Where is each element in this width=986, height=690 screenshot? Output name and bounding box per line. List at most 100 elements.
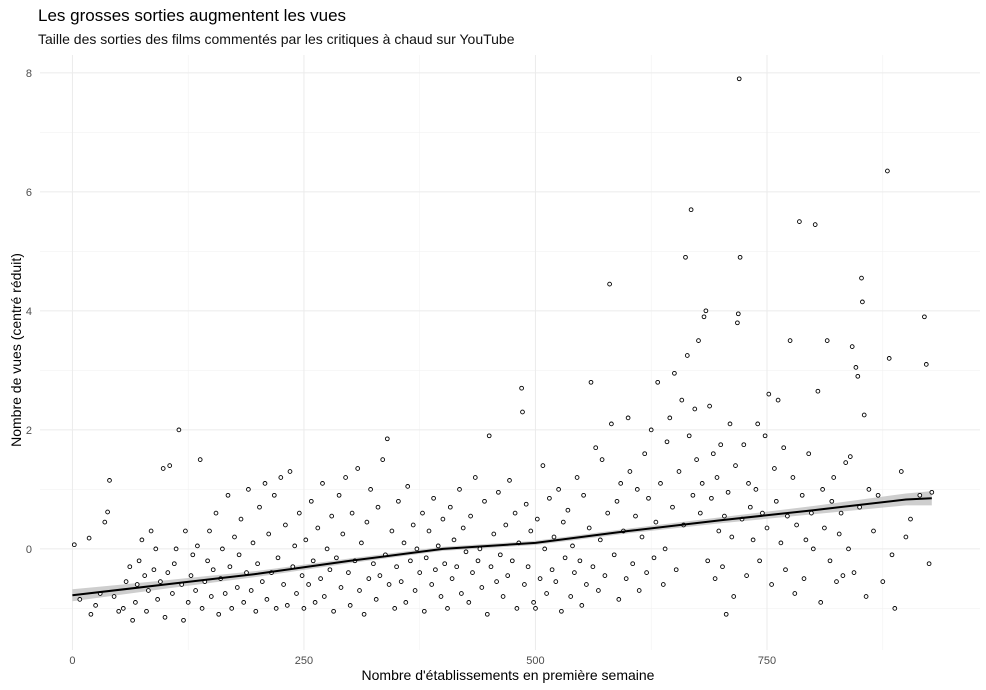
data-point: [599, 457, 605, 462]
data-point: [684, 353, 690, 358]
data-point: [183, 528, 188, 534]
data-point: [871, 528, 876, 534]
data-point: [445, 606, 450, 611]
data-point: [257, 504, 262, 510]
data-point: [660, 582, 666, 587]
data-point: [829, 498, 835, 504]
data-point: [514, 606, 520, 611]
data-point: [278, 475, 284, 480]
data-point: [673, 567, 679, 573]
data-point: [423, 555, 429, 561]
major-gridlines: [40, 55, 980, 650]
data-point: [213, 510, 219, 516]
data-point: [843, 460, 849, 465]
data-point: [208, 594, 214, 599]
data-point: [500, 594, 506, 599]
data-point: [171, 561, 177, 567]
data-point: [705, 558, 711, 564]
chart-subtitle: Taille des sorties des films commentés p…: [38, 31, 515, 47]
data-point: [512, 510, 518, 516]
data-point: [102, 519, 108, 525]
data-point: [371, 561, 376, 567]
data-point: [86, 535, 92, 541]
data-point: [375, 504, 381, 510]
data-point: [634, 487, 640, 492]
data-point: [623, 576, 629, 581]
data-point: [77, 597, 83, 602]
data-point: [438, 594, 444, 599]
data-point: [377, 573, 383, 578]
data-point: [426, 528, 432, 534]
data-point: [810, 546, 816, 552]
data-point: [812, 222, 818, 227]
data-point: [860, 299, 865, 305]
data-point: [549, 567, 555, 573]
data-point: [644, 570, 649, 575]
data-point: [908, 516, 913, 522]
data-point: [139, 537, 145, 543]
data-point: [747, 504, 753, 510]
data-point: [357, 588, 362, 593]
data-point: [588, 379, 594, 385]
data-point: [570, 543, 575, 549]
data-point: [559, 608, 564, 614]
data-point: [827, 558, 833, 564]
data-point: [733, 463, 738, 468]
data-point: [736, 76, 742, 82]
data-point: [625, 415, 631, 421]
data-point: [753, 487, 759, 492]
y-tick-label: 8: [26, 68, 32, 80]
data-point: [459, 591, 464, 596]
data-point: [735, 320, 740, 326]
data-point: [861, 412, 867, 418]
data-point: [130, 617, 135, 623]
data-point: [760, 510, 765, 516]
data-point: [851, 570, 857, 575]
data-point: [658, 481, 663, 486]
data-point: [690, 492, 696, 498]
data-point: [627, 469, 633, 474]
data-point: [735, 311, 741, 317]
data-point: [889, 552, 895, 558]
data-point: [609, 421, 614, 427]
x-tick-label: 500: [526, 655, 544, 667]
data-point: [412, 588, 418, 593]
data-point: [120, 606, 126, 611]
data-point: [762, 433, 768, 439]
data-point: [540, 463, 546, 468]
data-point: [633, 513, 638, 519]
data-point: [349, 510, 355, 516]
data-point: [523, 501, 529, 507]
y-tick-label: 6: [26, 187, 32, 199]
data-point: [287, 469, 293, 474]
data-point: [729, 534, 735, 540]
data-point: [386, 582, 392, 587]
data-point: [886, 356, 892, 361]
data-point: [160, 466, 166, 471]
data-point: [607, 281, 612, 287]
y-axis-label: Nombre de vues (centré réduit): [8, 253, 24, 447]
data-point: [451, 537, 457, 543]
data-point: [815, 388, 821, 394]
data-point: [496, 489, 501, 495]
x-tick-label: 750: [758, 655, 776, 667]
data-point: [520, 409, 525, 415]
data-point: [556, 487, 561, 492]
data-point: [803, 537, 809, 543]
data-point: [922, 314, 927, 320]
data-point: [181, 617, 186, 623]
data-point: [590, 564, 596, 570]
data-point: [447, 504, 453, 510]
data-point: [903, 534, 909, 540]
chart-title: Les grosses sorties augmentent les vues: [38, 6, 347, 25]
data-point: [572, 570, 577, 575]
data-point: [338, 585, 344, 590]
data-point: [898, 469, 904, 474]
data-point: [614, 498, 620, 504]
data-point: [105, 509, 110, 515]
data-point: [701, 314, 707, 320]
data-point: [710, 451, 716, 457]
data-point: [329, 513, 335, 519]
confidence-ribbon-layer: [72, 491, 932, 602]
data-point: [769, 582, 774, 587]
